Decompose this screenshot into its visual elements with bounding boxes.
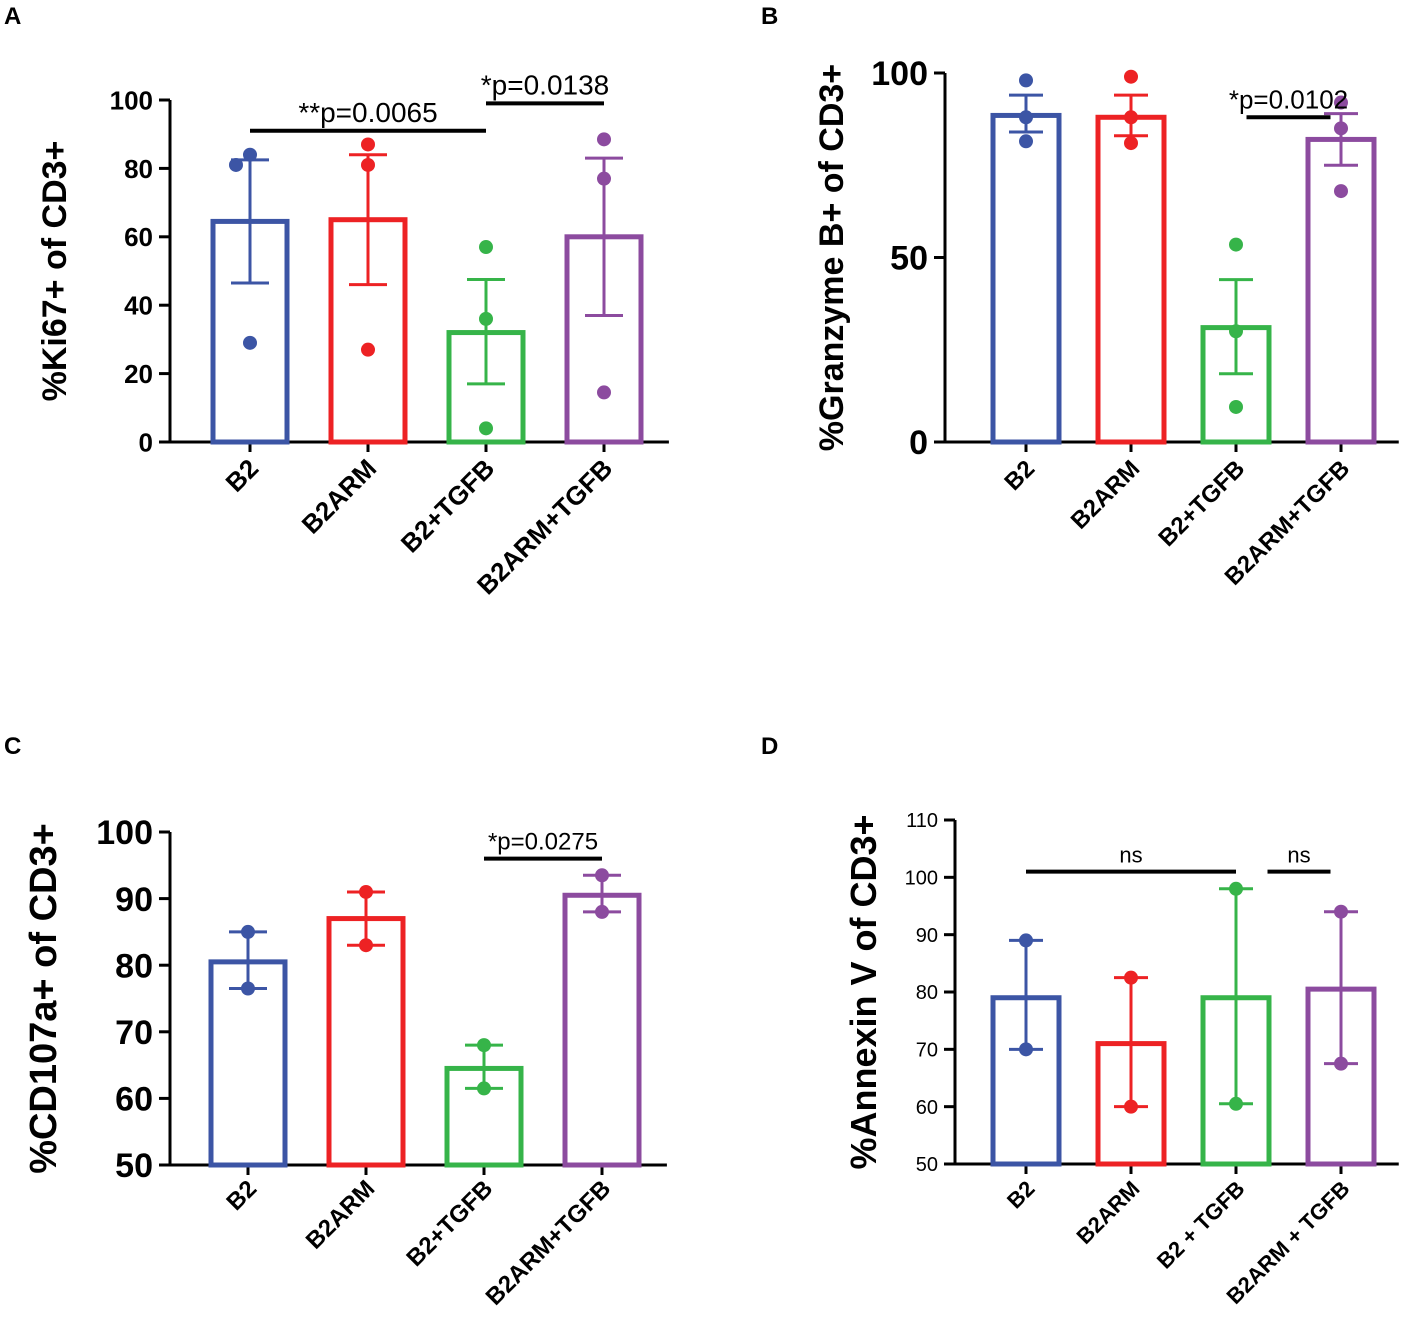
data-point	[1124, 69, 1138, 84]
y-tick-label: 50	[890, 240, 928, 278]
data-point	[1334, 1056, 1348, 1071]
data-point	[1124, 1099, 1138, 1114]
data-point	[1229, 881, 1243, 896]
significance-label: *p=0.0138	[481, 69, 609, 100]
y-tick-label: 60	[124, 222, 153, 252]
significance-label: ns	[1119, 843, 1142, 868]
y-tick-label: 90	[115, 881, 153, 919]
data-point	[361, 157, 375, 172]
data-point	[1019, 134, 1033, 149]
data-point	[597, 385, 611, 400]
data-point	[359, 938, 373, 953]
x-category-label: B2	[1002, 1176, 1040, 1214]
data-point	[1124, 970, 1138, 985]
data-point	[229, 157, 243, 172]
panel-a: A %Ki67+ of CD3+ 0 20 40 60 80 100 B2 B2ARM B2+TGF…	[4, 3, 669, 600]
data-point	[243, 147, 257, 162]
bar	[1095, 114, 1167, 445]
data-point	[1334, 904, 1348, 919]
y-tick-label: 80	[916, 982, 938, 1004]
data-point	[241, 924, 255, 939]
y-tick-label: 70	[916, 1040, 938, 1062]
data-point	[361, 137, 375, 152]
panel-b: B %Granzyme B+ of CD3+ 0 50 100 B2 B2ARM B2+TGF…	[761, 3, 1399, 591]
y-tick-label: 60	[916, 1097, 938, 1119]
x-category-label: B2+TGFB	[1153, 455, 1250, 552]
significance-label: *p=0.0102	[1229, 84, 1348, 114]
y-tick-label: 50	[115, 1147, 153, 1185]
y-axis-title: %Annexin V of CD3+	[843, 814, 884, 1169]
y-tick-label: 100	[110, 85, 153, 115]
panel-label: A	[4, 3, 21, 30]
data-point	[361, 342, 375, 357]
data-point	[243, 335, 257, 350]
y-tick-label: 0	[909, 424, 928, 462]
y-tick-label: 100	[905, 868, 938, 890]
significance-label: *p=0.0275	[488, 829, 598, 856]
data-point	[1334, 95, 1348, 110]
data-point	[595, 904, 609, 919]
data-point	[595, 868, 609, 883]
significance-label: **p=0.0065	[298, 97, 437, 128]
y-tick-label: 0	[139, 427, 153, 457]
data-point	[1124, 110, 1138, 125]
data-point	[1019, 933, 1033, 948]
bar	[326, 916, 406, 1168]
y-tick-label: 90	[916, 925, 938, 947]
data-point	[1019, 1042, 1033, 1057]
data-point	[477, 1038, 491, 1053]
data-point	[477, 1081, 491, 1096]
x-category-label: B2ARM	[296, 453, 383, 540]
data-point	[479, 240, 493, 255]
data-point	[241, 981, 255, 996]
y-axis-title: %CD107a+ of CD3+	[23, 823, 65, 1174]
data-point	[1334, 121, 1348, 136]
data-point	[1229, 324, 1243, 339]
panel-c: C %CD107a+ of CD3+ 50 60 70 80 90 100 B2 B2ARM B2+…	[4, 733, 667, 1311]
x-category-label: B2ARM+TGFB	[481, 1175, 617, 1311]
data-point	[1019, 110, 1033, 125]
y-tick-label: 50	[916, 1154, 938, 1176]
data-point	[479, 421, 493, 436]
y-tick-label: 40	[124, 291, 153, 321]
y-tick-label: 80	[115, 947, 153, 985]
bar	[562, 892, 642, 1168]
y-tick-label: 100	[96, 814, 153, 852]
x-category-label: B2	[221, 1175, 262, 1216]
y-tick-label: 110	[906, 810, 938, 832]
bar	[990, 112, 1062, 445]
data-point	[597, 171, 611, 186]
y-axis-title: %Ki67+ of CD3+	[36, 141, 74, 402]
data-point	[1229, 237, 1243, 252]
data-point	[479, 311, 493, 326]
x-category-label: B2ARM	[1072, 1176, 1145, 1249]
panel-label: D	[761, 733, 778, 760]
x-category-label: B2+TGFB	[395, 453, 500, 558]
data-point	[1124, 136, 1138, 151]
panel-label: C	[4, 733, 21, 760]
x-category-label: B2 + TGFB	[1152, 1176, 1250, 1274]
y-tick-label: 70	[115, 1014, 153, 1052]
data-point	[1334, 184, 1348, 199]
data-point	[597, 132, 611, 147]
x-category-label: B2	[220, 453, 265, 498]
data-point	[1229, 399, 1243, 414]
y-tick-label: 80	[124, 154, 153, 184]
panel-label: B	[761, 3, 778, 30]
data-point	[1229, 1096, 1243, 1111]
x-category-label: B2	[999, 455, 1040, 496]
y-tick-label: 20	[124, 359, 153, 389]
x-category-label: B2ARM	[1066, 455, 1145, 534]
x-category-label: B2+TGFB	[401, 1175, 498, 1272]
y-tick-label: 60	[115, 1081, 153, 1119]
data-point	[1019, 73, 1033, 88]
significance-label: ns	[1287, 843, 1310, 868]
x-category-label: B2ARM	[301, 1175, 380, 1254]
y-axis-title: %Granzyme B+ of CD3+	[813, 64, 851, 451]
y-tick-label: 100	[871, 55, 928, 93]
data-point	[359, 884, 373, 899]
panel-d: D %Annexin V of CD3+ 50 60 70 80 90 100 110 B2 B2A…	[761, 733, 1399, 1309]
